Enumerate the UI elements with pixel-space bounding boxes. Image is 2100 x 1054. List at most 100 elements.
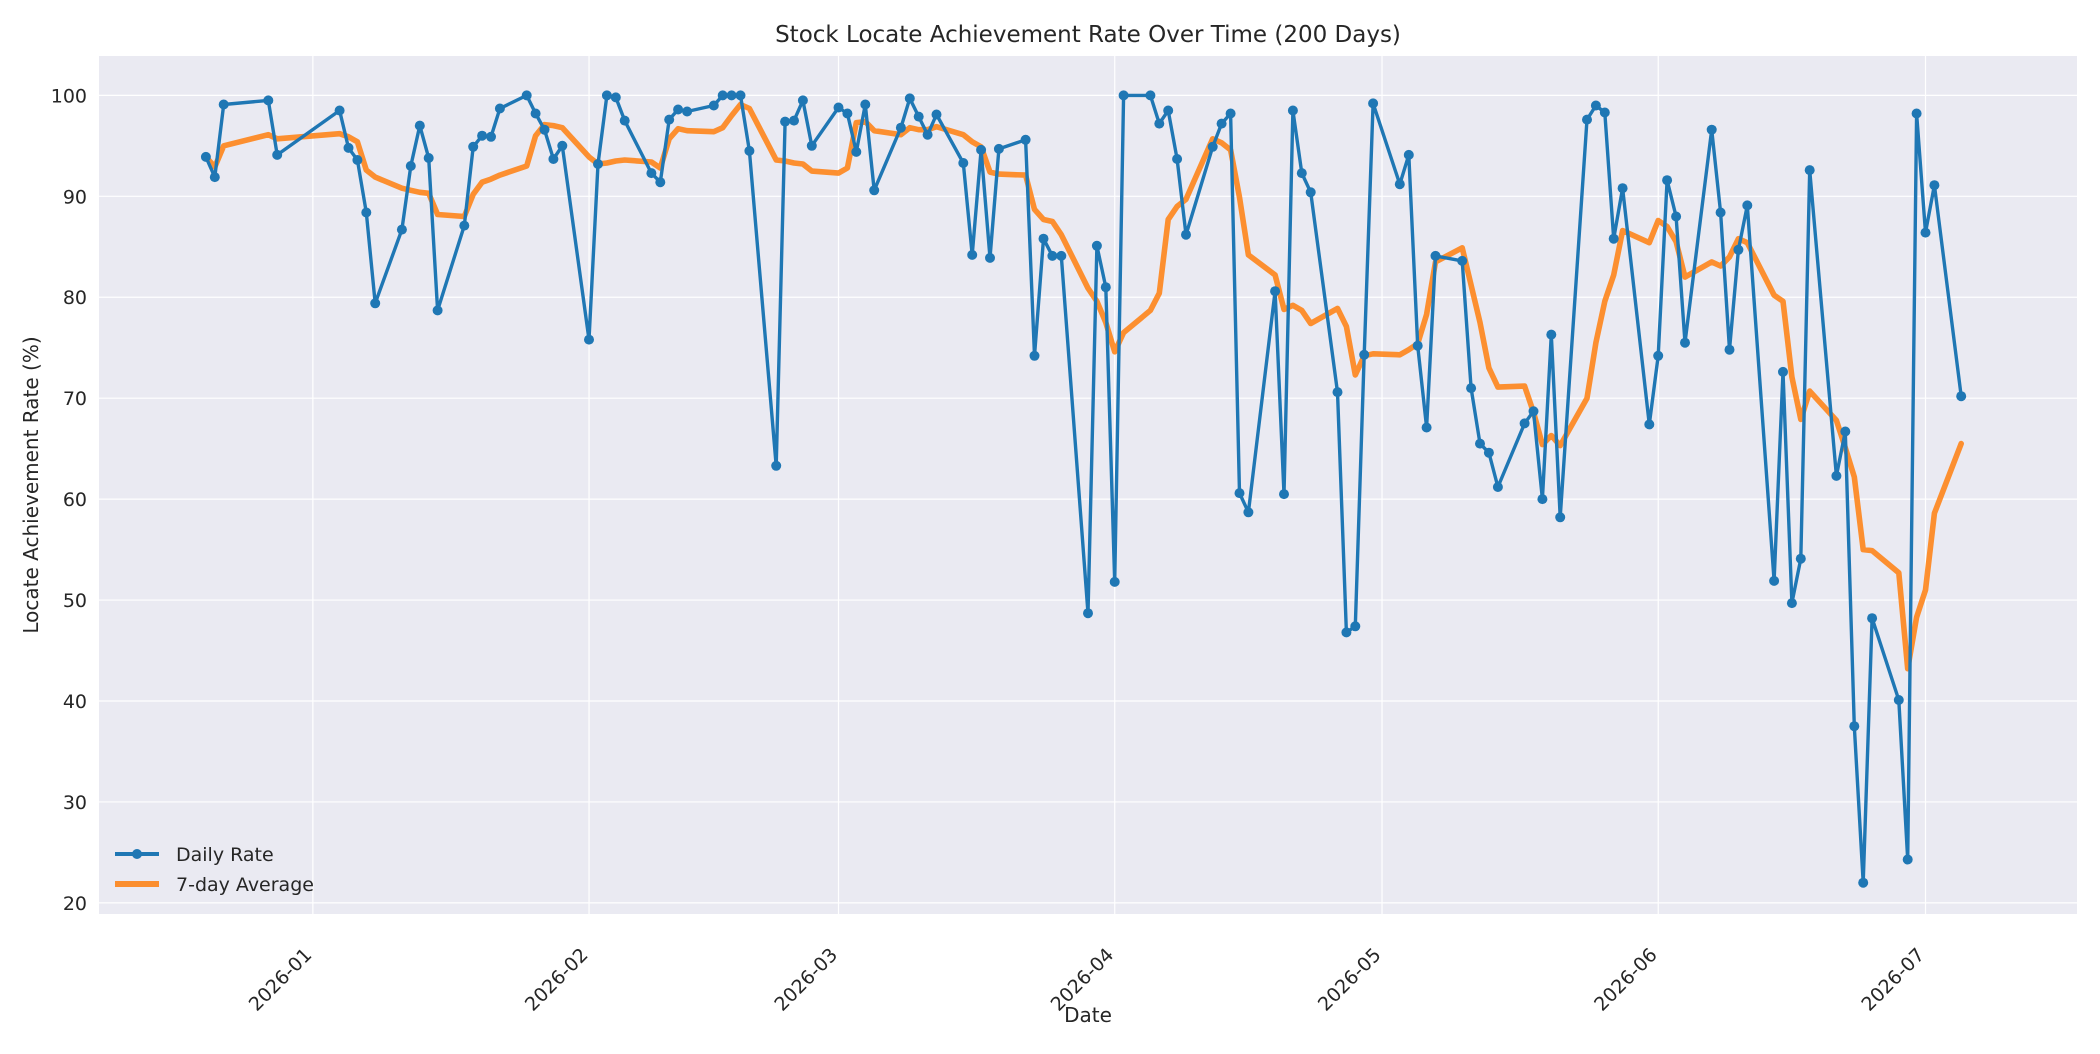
daily-rate-point: [1145, 90, 1156, 101]
daily-rate-point: [601, 90, 612, 101]
daily-rate-point: [370, 298, 381, 309]
daily-rate-point: [1849, 721, 1860, 732]
daily-rate-point: [405, 161, 416, 171]
x-tick-label: 2026-01: [245, 944, 317, 1016]
x-axis-label: Date: [1064, 1003, 1112, 1027]
y-tick-label: 100: [51, 85, 87, 107]
daily-rate-point: [1519, 418, 1530, 429]
daily-rate-point: [771, 460, 782, 471]
daily-rate-point: [780, 116, 791, 127]
series-line-7-day-average: [203, 101, 1964, 672]
daily-rate-point: [619, 115, 630, 126]
daily-rate-point: [1590, 100, 1601, 111]
daily-rate-point: [539, 124, 550, 135]
y-tick-label: 40: [63, 691, 87, 713]
daily-rate-point: [1394, 179, 1405, 190]
daily-rate-point: [1920, 227, 1931, 238]
daily-rate-point: [673, 104, 684, 115]
daily-rate-point: [1795, 553, 1806, 564]
daily-rate-point: [1902, 854, 1913, 865]
daily-rate-point: [664, 114, 675, 125]
x-tick-label: 2026-05: [1314, 944, 1386, 1016]
y-tick-label: 60: [63, 489, 87, 511]
daily-rate-point: [1582, 114, 1592, 125]
daily-rate-point: [414, 120, 425, 131]
series-line-daily-rate: [204, 93, 1963, 885]
daily-rate-point: [931, 109, 942, 120]
daily-rate-point: [976, 144, 987, 155]
daily-rate-point: [1831, 470, 1842, 481]
daily-rate-point: [1804, 165, 1815, 176]
daily-rate-point: [1243, 507, 1254, 518]
daily-rate-point: [1154, 118, 1165, 129]
daily-rate-point: [1091, 240, 1102, 251]
y-tick-label: 70: [63, 388, 87, 410]
y-tick-label: 80: [63, 287, 87, 309]
daily-rate-point: [1341, 627, 1352, 638]
daily-rate-point: [1457, 255, 1468, 266]
daily-rate-point: [1296, 168, 1307, 179]
daily-rate-point: [1225, 108, 1236, 119]
daily-rate-point: [1216, 118, 1227, 129]
daily-rate-point: [521, 90, 532, 101]
daily-rate-point: [1706, 124, 1717, 135]
daily-rate-point: [1778, 366, 1788, 377]
daily-rate-point: [1662, 175, 1673, 186]
legend: Daily Rate 7-day Average: [115, 844, 314, 896]
daily-rate-point: [744, 145, 755, 156]
daily-rate-point: [548, 154, 559, 164]
daily-rate-point: [1359, 349, 1370, 360]
daily-rate-point: [584, 334, 594, 345]
daily-rate-point: [1956, 391, 1967, 402]
daily-rate-point: [343, 142, 354, 153]
daily-rate-point: [1671, 211, 1682, 222]
daily-rate-point: [263, 95, 274, 106]
daily-rate-point: [1492, 482, 1503, 492]
daily-rate-point: [1858, 877, 1869, 888]
daily-rate-point: [735, 90, 746, 101]
daily-rate-point: [1305, 187, 1316, 198]
daily-rate-point: [985, 252, 995, 263]
daily-rate-point: [1733, 244, 1744, 255]
daily-rate-point: [655, 177, 666, 188]
daily-rate-point: [432, 305, 443, 316]
y-tick-label: 30: [63, 792, 87, 814]
x-tick-label: 2026-07: [1857, 944, 1929, 1016]
daily-rate-point: [1270, 286, 1281, 297]
series-lines: [203, 93, 1964, 885]
daily-rate-point: [1867, 613, 1878, 624]
daily-rate-point: [1368, 98, 1379, 109]
daily-rate-point: [842, 108, 853, 119]
daily-rate-point: [272, 149, 283, 160]
y-axis-ticks: 20 30 40 50 60 70 80 90 100: [51, 85, 87, 915]
x-tick-label: 2026-06: [1590, 944, 1662, 1016]
daily-rate-point: [913, 111, 924, 122]
chart-title: Stock Locate Achievement Rate Over Time …: [775, 22, 1401, 48]
daily-rate-point: [904, 93, 915, 104]
y-axis-label: Locate Achievement Rate (%): [19, 336, 43, 633]
daily-rate-point: [1047, 250, 1058, 261]
daily-rate-point: [1430, 250, 1441, 261]
legend-marker-daily-rate: [132, 849, 142, 859]
daily-rate-point: [1412, 340, 1423, 351]
daily-rate-point: [1644, 419, 1655, 430]
daily-rate-point: [1840, 426, 1851, 437]
legend-label-7-day-average: 7-day Average: [176, 874, 314, 896]
daily-rate-point: [1109, 576, 1120, 587]
daily-rate-point: [922, 129, 933, 140]
daily-rate-point: [1403, 149, 1414, 160]
daily-rate-point: [1100, 282, 1111, 293]
daily-rate-point: [486, 131, 496, 142]
daily-rate-point: [789, 115, 799, 126]
daily-rate-point: [1724, 344, 1735, 355]
daily-rate-point: [833, 102, 844, 113]
daily-rate-point: [530, 108, 541, 119]
daily-rate-point: [1118, 90, 1129, 101]
daily-rate-point: [423, 153, 434, 163]
daily-rate-point: [1207, 141, 1218, 152]
daily-rate-point: [958, 158, 969, 168]
daily-rate-point: [860, 99, 871, 110]
daily-rate-point: [1929, 180, 1940, 191]
